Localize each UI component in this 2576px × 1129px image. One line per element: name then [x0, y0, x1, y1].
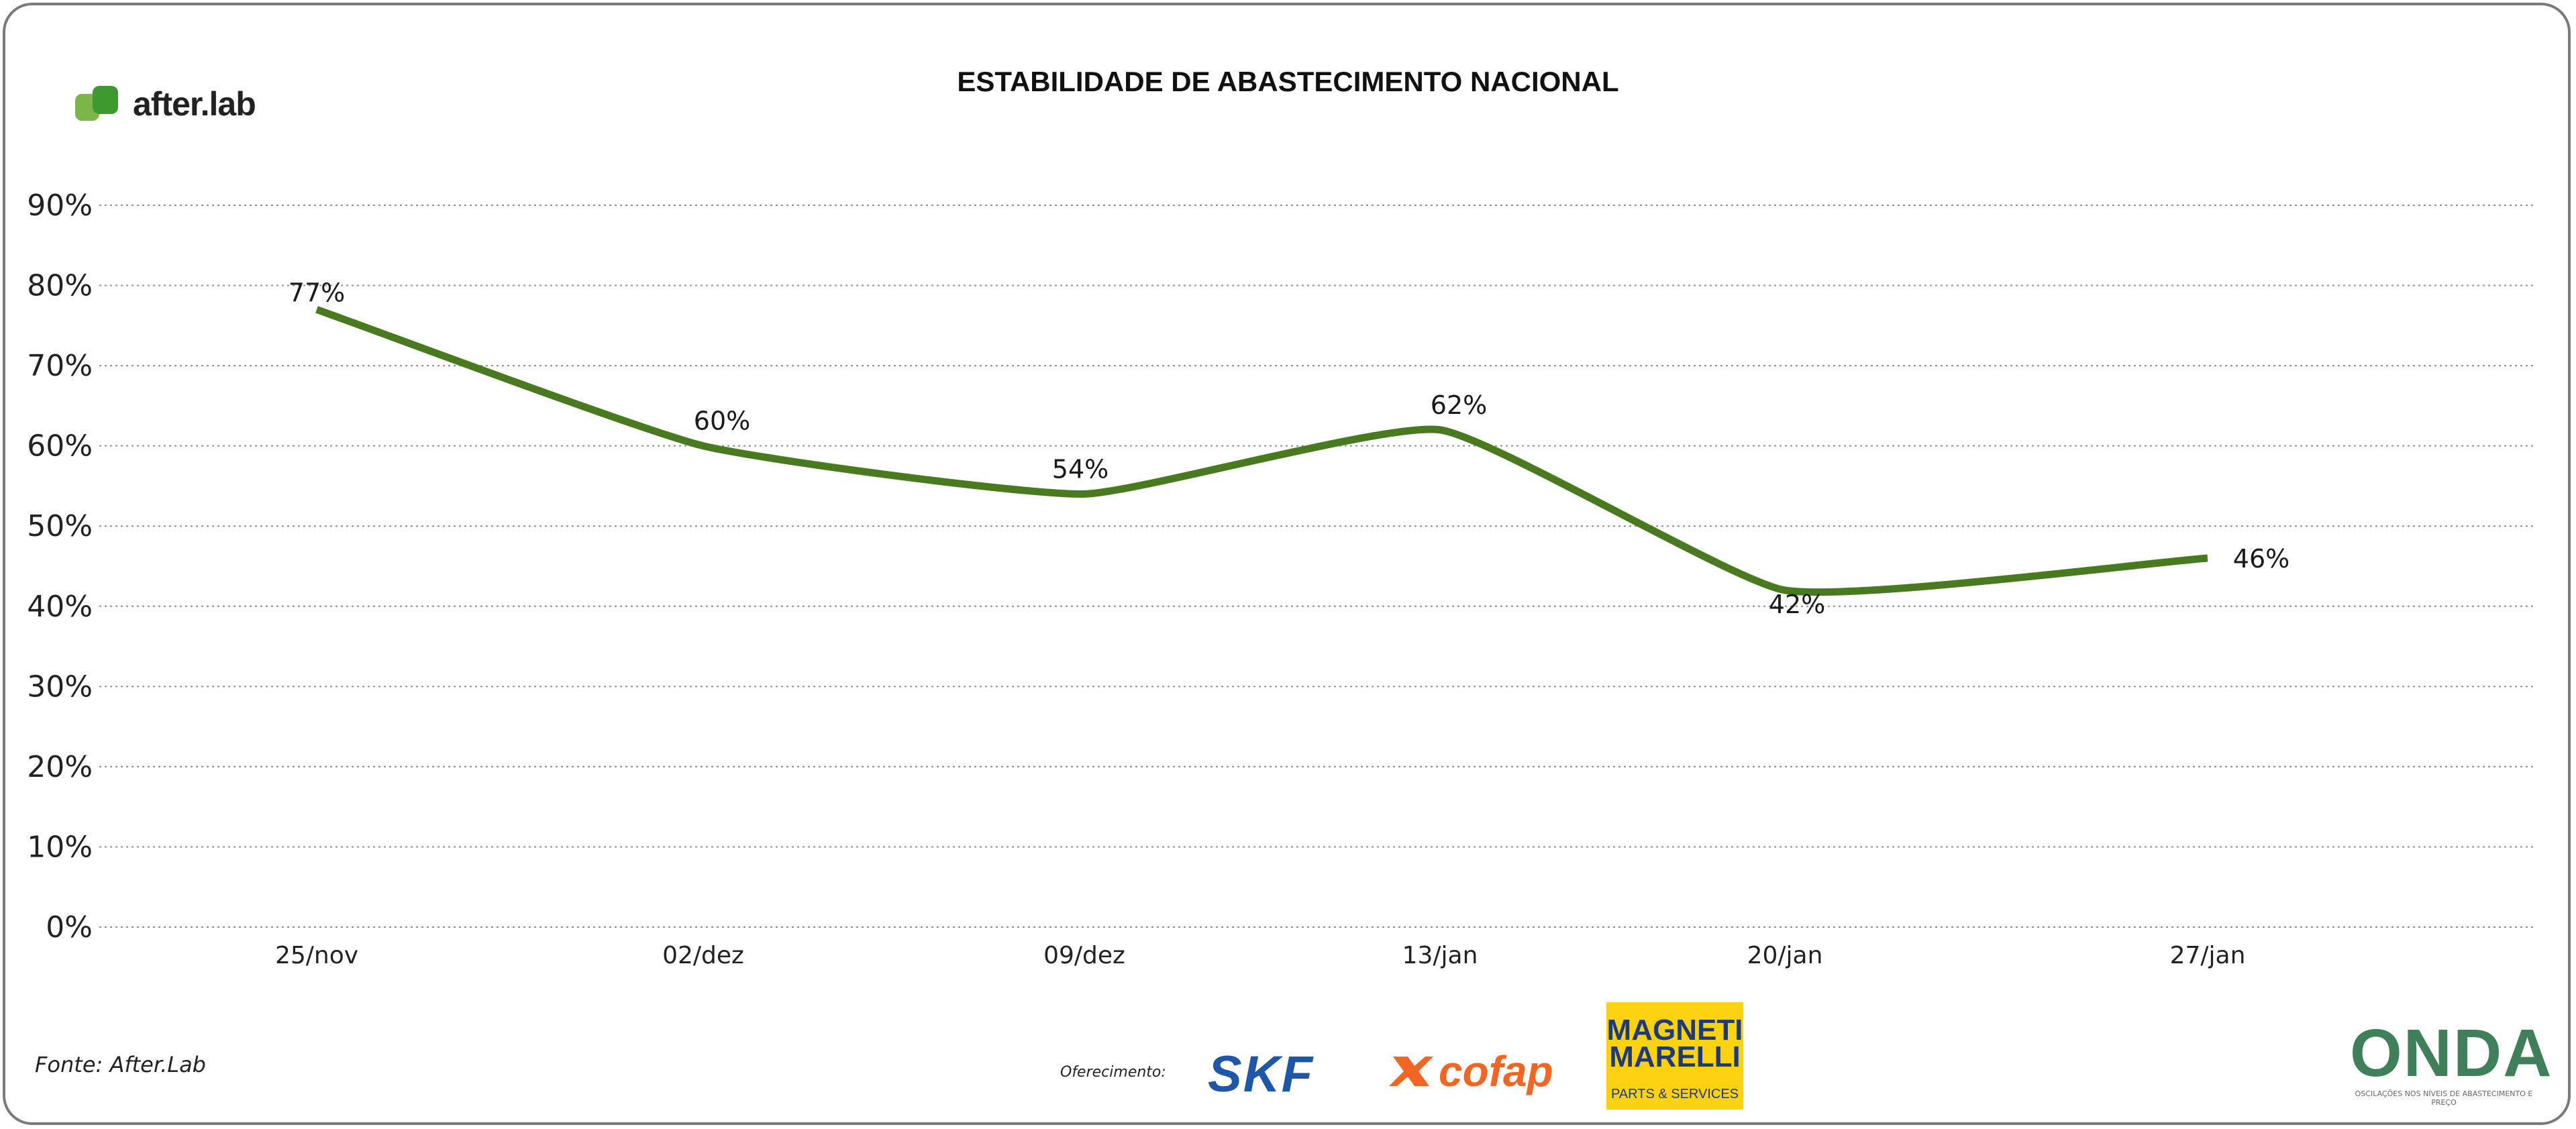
- y-tick-label: 10%: [27, 830, 93, 864]
- cofap-x-icon: [1389, 1057, 1433, 1086]
- y-tick-label: 0%: [46, 910, 93, 945]
- marelli-subtitle: PARTS & SERVICES: [1610, 1087, 1739, 1101]
- onda-subtitle: OSCILAÇÕES NOS NÍVEIS DE ABASTECIMENTO E…: [2355, 1089, 2533, 1107]
- source-note: Fonte: After.Lab: [35, 1052, 206, 1077]
- cofap-name: cofap: [1439, 1047, 1553, 1095]
- x-tick-label: 13/jan: [1402, 942, 1478, 969]
- data-label: 46%: [2233, 544, 2289, 574]
- series-line: [315, 306, 2208, 596]
- data-label: 42%: [1769, 590, 1825, 619]
- y-tick-label: 70%: [27, 349, 93, 383]
- y-tick-label: 40%: [27, 590, 93, 624]
- skf-logo: SKF: [1208, 1046, 1314, 1103]
- data-label: 54%: [1052, 454, 1109, 484]
- marelli-name: MAGNETI MARELLI: [1606, 1014, 1743, 1073]
- data-label: 60%: [694, 407, 750, 436]
- y-tick-label: 80%: [27, 269, 93, 303]
- x-tick-label: 27/jan: [2170, 942, 2246, 969]
- x-tick-label: 25/nov: [275, 942, 358, 969]
- onda-name: ONDA: [2350, 1016, 2553, 1091]
- magneti-marelli-logo: MAGNETI MARELLI PARTS & SERVICES: [1606, 1002, 1743, 1110]
- y-tick-label: 90%: [27, 189, 93, 223]
- x-tick-label: 02/dez: [662, 942, 744, 969]
- y-tick-label: 20%: [27, 750, 93, 784]
- sponsor-label: Oferecimento:: [1060, 1064, 1166, 1081]
- y-tick-label: 30%: [27, 669, 93, 704]
- y-tick-label: 50%: [27, 509, 93, 543]
- data-label: 77%: [289, 278, 345, 307]
- onda-logo: ONDA OSCILAÇÕES NOS NÍVEIS DE ABASTECIME…: [2350, 1020, 2553, 1107]
- x-tick-label: 09/dez: [1043, 942, 1125, 969]
- brand-logo: after.lab: [75, 85, 256, 123]
- brand-name: after.lab: [133, 85, 256, 123]
- data-label: 62%: [1431, 390, 1487, 420]
- y-tick-label: 60%: [27, 429, 93, 464]
- x-tick-label: 20/jan: [1747, 942, 1823, 969]
- chart-title: ESTABILIDADE DE ABASTECIMENTO NACIONAL: [957, 66, 1619, 97]
- cofap-logo: cofap: [1388, 1046, 1553, 1096]
- after-lab-icon: [75, 86, 118, 121]
